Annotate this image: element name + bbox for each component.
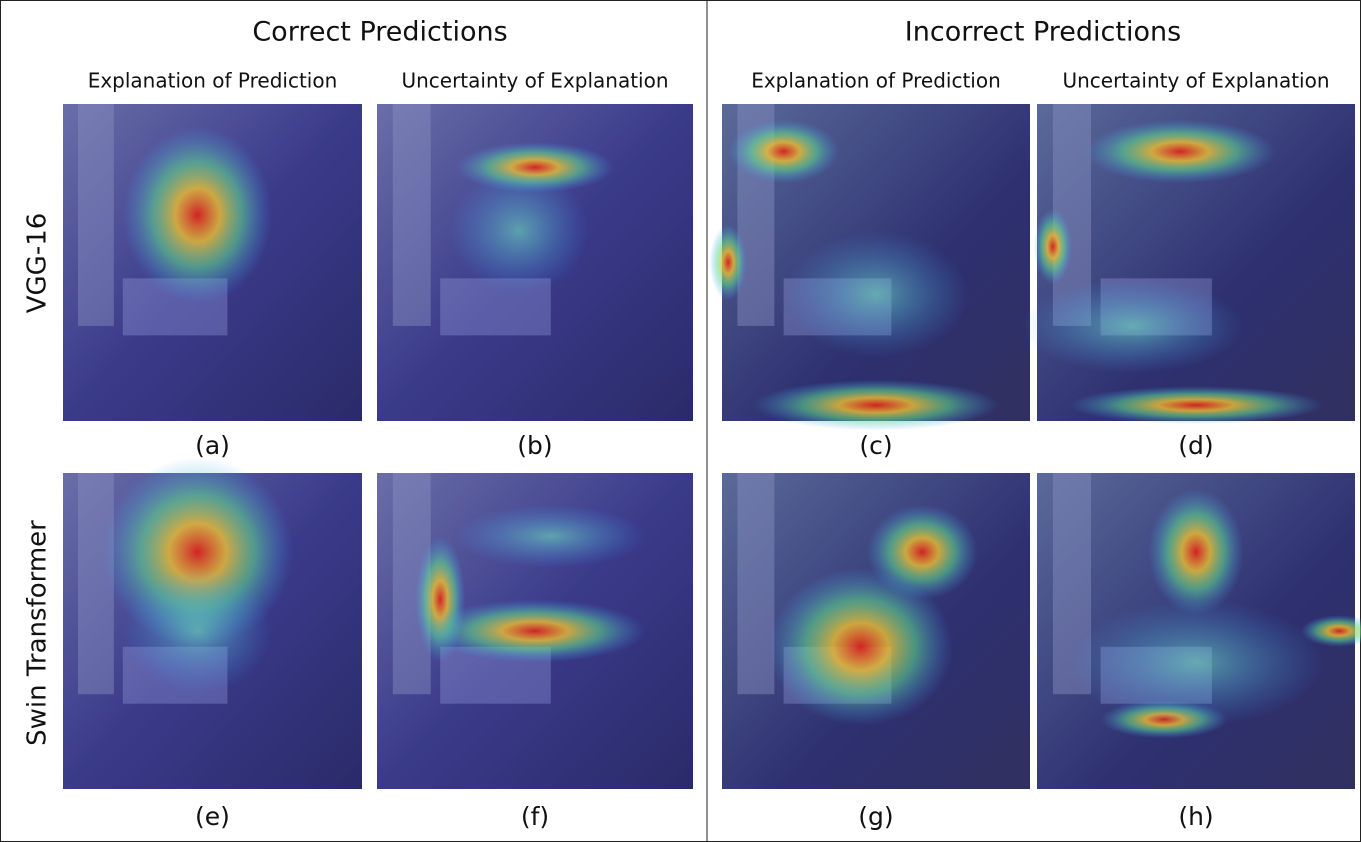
panel-label: (b)	[517, 431, 552, 460]
heat-blob	[1069, 386, 1323, 424]
heatmap-image	[377, 473, 693, 789]
column-header: Explanation of Prediction	[88, 69, 338, 93]
heatmap-image	[710, 104, 1030, 431]
column-header: Explanation of Prediction	[751, 69, 1001, 93]
heatmap-image	[63, 104, 362, 421]
section-title: Correct Predictions	[252, 17, 507, 48]
row-label: VGG-16	[23, 213, 53, 314]
panel-label: (g)	[858, 802, 893, 831]
heat-blob	[710, 224, 747, 300]
panel-label: (c)	[859, 431, 892, 460]
heatmap-image	[63, 457, 362, 789]
heat-blob	[768, 568, 953, 726]
heat-blob	[123, 126, 272, 304]
heat-blob	[123, 568, 272, 694]
heat-blob	[456, 505, 646, 568]
heat-blob	[784, 231, 969, 358]
column-header: Uncertainty of Explanation	[1062, 69, 1329, 93]
heat-blob	[1069, 599, 1323, 725]
window-frame	[393, 104, 431, 326]
figure: Correct Predictions Explanation of Predic…	[0, 0, 1361, 842]
row-label: Swin Transformer	[23, 520, 53, 746]
panel-label: (h)	[1178, 802, 1213, 831]
heat-blob	[450, 167, 589, 294]
heatmap-image	[1021, 104, 1355, 424]
heat-blob	[1148, 489, 1243, 615]
panel-label: (d)	[1178, 431, 1213, 460]
heatmap-image	[377, 104, 693, 421]
heat-blob	[424, 599, 645, 662]
panel-label: (f)	[521, 802, 549, 831]
heatmap-image	[1037, 473, 1361, 789]
heat-blob	[1034, 209, 1072, 285]
window-frame	[78, 104, 114, 326]
panel-label: (a)	[195, 431, 230, 460]
panel-label: (e)	[195, 802, 230, 831]
heat-blob	[1021, 278, 1244, 373]
section-title: Incorrect Predictions	[905, 17, 1181, 48]
column-header: Uncertainty of Explanation	[401, 69, 668, 93]
heat-blob	[728, 120, 839, 183]
heat-blob	[753, 380, 999, 431]
window-frame	[737, 473, 774, 694]
heatmap-image	[722, 473, 1030, 789]
heat-blob	[1085, 120, 1276, 183]
